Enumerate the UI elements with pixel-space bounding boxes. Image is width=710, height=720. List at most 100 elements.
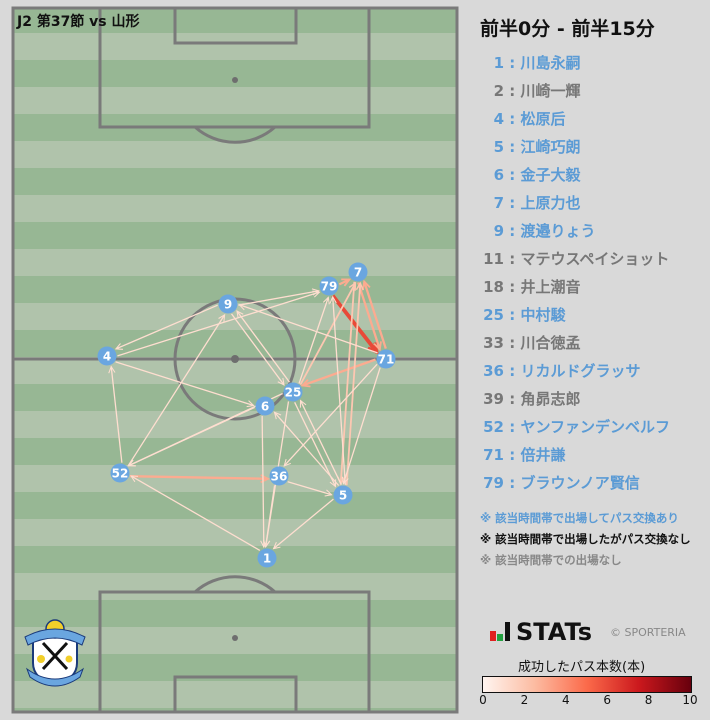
player-node: 25	[283, 382, 303, 402]
pass-arrow	[108, 365, 123, 463]
pass-arrow	[357, 282, 382, 352]
player-name: 松原后	[520, 110, 566, 128]
player-name: 川島永嗣	[520, 54, 581, 72]
player-number: 4	[493, 110, 504, 128]
node-label: 9	[224, 298, 232, 312]
pass-arrow	[287, 481, 333, 497]
pass-arrow	[283, 363, 378, 467]
pass-edges	[108, 278, 387, 551]
player-item: 5 : 江崎巧朗	[478, 136, 708, 164]
player-node: 1	[257, 548, 277, 568]
colorbar-title: 成功したパス本数(本)	[518, 660, 646, 675]
player-item: 71 : 倍井謙	[478, 444, 708, 472]
player-name: 金子大毅	[520, 166, 581, 184]
stats-logo-icon	[490, 622, 510, 641]
club-logo	[24, 619, 86, 687]
match-title: J2 第37節 vs 山形	[17, 14, 140, 30]
node-label: 79	[321, 280, 338, 294]
legend-note: ※ 該当時間帯で出場したがパス交換なし	[480, 532, 691, 546]
player-list: 1 : 川島永嗣 2 : 川崎一輝 4 : 松原后 5 : 江崎巧朗 6 : 金子大毅 7…	[478, 52, 708, 500]
player-number: 7	[493, 194, 504, 212]
player-item: 1 : 川島永嗣	[478, 52, 708, 80]
player-node: 7	[348, 262, 368, 282]
pass-arrow	[298, 296, 330, 384]
brand-name: STATs	[516, 618, 592, 646]
pass-arrow	[341, 367, 381, 485]
node-label: 5	[339, 489, 347, 503]
colorbar-tick: 0	[479, 693, 487, 707]
node-label: 6	[261, 400, 269, 414]
pass-arrow	[127, 313, 226, 467]
player-name: 江崎巧朗	[520, 138, 581, 156]
colorbar-tick: 2	[520, 693, 529, 707]
player-node: 6	[255, 396, 275, 416]
colorbar	[482, 676, 692, 693]
pass-arrow	[362, 279, 387, 349]
player-node: 5	[333, 485, 353, 505]
node-label: 52	[112, 467, 129, 481]
player-item: 33 : 川合徳孟	[478, 332, 708, 360]
player-node: 9	[218, 294, 238, 314]
player-name: ヤンファンデンベルフ	[520, 418, 671, 436]
player-number: 36	[483, 362, 504, 380]
colorbar-tick: 6	[603, 693, 612, 707]
player-number: 39	[483, 390, 504, 408]
player-item: 18 : 井上潮音	[478, 276, 708, 304]
player-number: 1	[493, 54, 504, 72]
pass-arrow	[299, 399, 342, 485]
pass-arrow	[238, 303, 378, 354]
player-number: 25	[483, 306, 504, 324]
player-number: 71	[483, 446, 504, 464]
player-name: 井上潮音	[520, 278, 581, 296]
player-name: 倍井謙	[520, 446, 566, 464]
time-period: 前半0分 - 前半15分	[480, 18, 655, 40]
player-name: 上原力也	[520, 194, 581, 212]
player-item: 52 : ヤンファンデンベルフ	[478, 416, 708, 444]
pass-arrow	[300, 358, 376, 388]
colorbar-tick: 8	[644, 693, 653, 707]
copyright: © SPORTERIA	[610, 626, 686, 639]
player-number: 18	[483, 278, 504, 296]
player-item: 11 : マテウスペイショット	[478, 248, 708, 276]
player-item: 79 : ブラウンノア賢信	[478, 472, 708, 500]
player-item: 9 : 渡邉りょう	[478, 220, 708, 248]
player-number: 9	[493, 222, 504, 240]
colorbar-tick: 10	[682, 693, 698, 707]
node-label: 7	[354, 266, 362, 280]
player-number: 2	[493, 82, 504, 100]
node-label: 36	[271, 470, 288, 484]
pass-arrow	[130, 475, 261, 551]
player-node: 52	[110, 463, 130, 483]
node-label: 25	[285, 386, 302, 400]
pass-arrow	[236, 310, 290, 383]
pass-arrow	[272, 498, 334, 550]
pass-arrow	[345, 281, 364, 486]
pass-arrow	[231, 313, 285, 386]
player-node: 71	[376, 349, 396, 369]
node-label: 71	[378, 353, 395, 367]
player-item: 6 : 金子大毅	[478, 164, 708, 192]
pass-arrow	[238, 288, 320, 306]
colorbar-tick: 4	[561, 693, 570, 707]
pass-arrow	[299, 281, 357, 386]
player-name: リカルドグラッサ	[520, 362, 641, 380]
status-legend: ※ 該当時間帯で出場してパス交換あり ※ 該当時間帯で出場したがパス交換なし ※ 該…	[480, 508, 691, 571]
pass-arrow	[115, 361, 255, 408]
pass-arrow	[329, 295, 346, 485]
player-item: 4 : 松原后	[478, 108, 708, 136]
player-item: 25 : 中村駿	[478, 304, 708, 332]
player-number: 11	[483, 250, 504, 268]
player-item: 7 : 上原力也	[478, 192, 708, 220]
pass-arrow	[338, 278, 352, 287]
player-number: 33	[483, 334, 504, 352]
player-item: 36 : リカルドグラッサ	[478, 360, 708, 388]
player-number: 6	[493, 166, 504, 184]
player-name: 角昴志郎	[520, 390, 581, 408]
player-name: 川崎一輝	[520, 82, 581, 100]
node-label: 1	[263, 552, 271, 566]
player-name: 渡邉りょう	[520, 222, 596, 240]
player-number: 79	[483, 474, 504, 492]
player-number: 5	[493, 138, 504, 156]
